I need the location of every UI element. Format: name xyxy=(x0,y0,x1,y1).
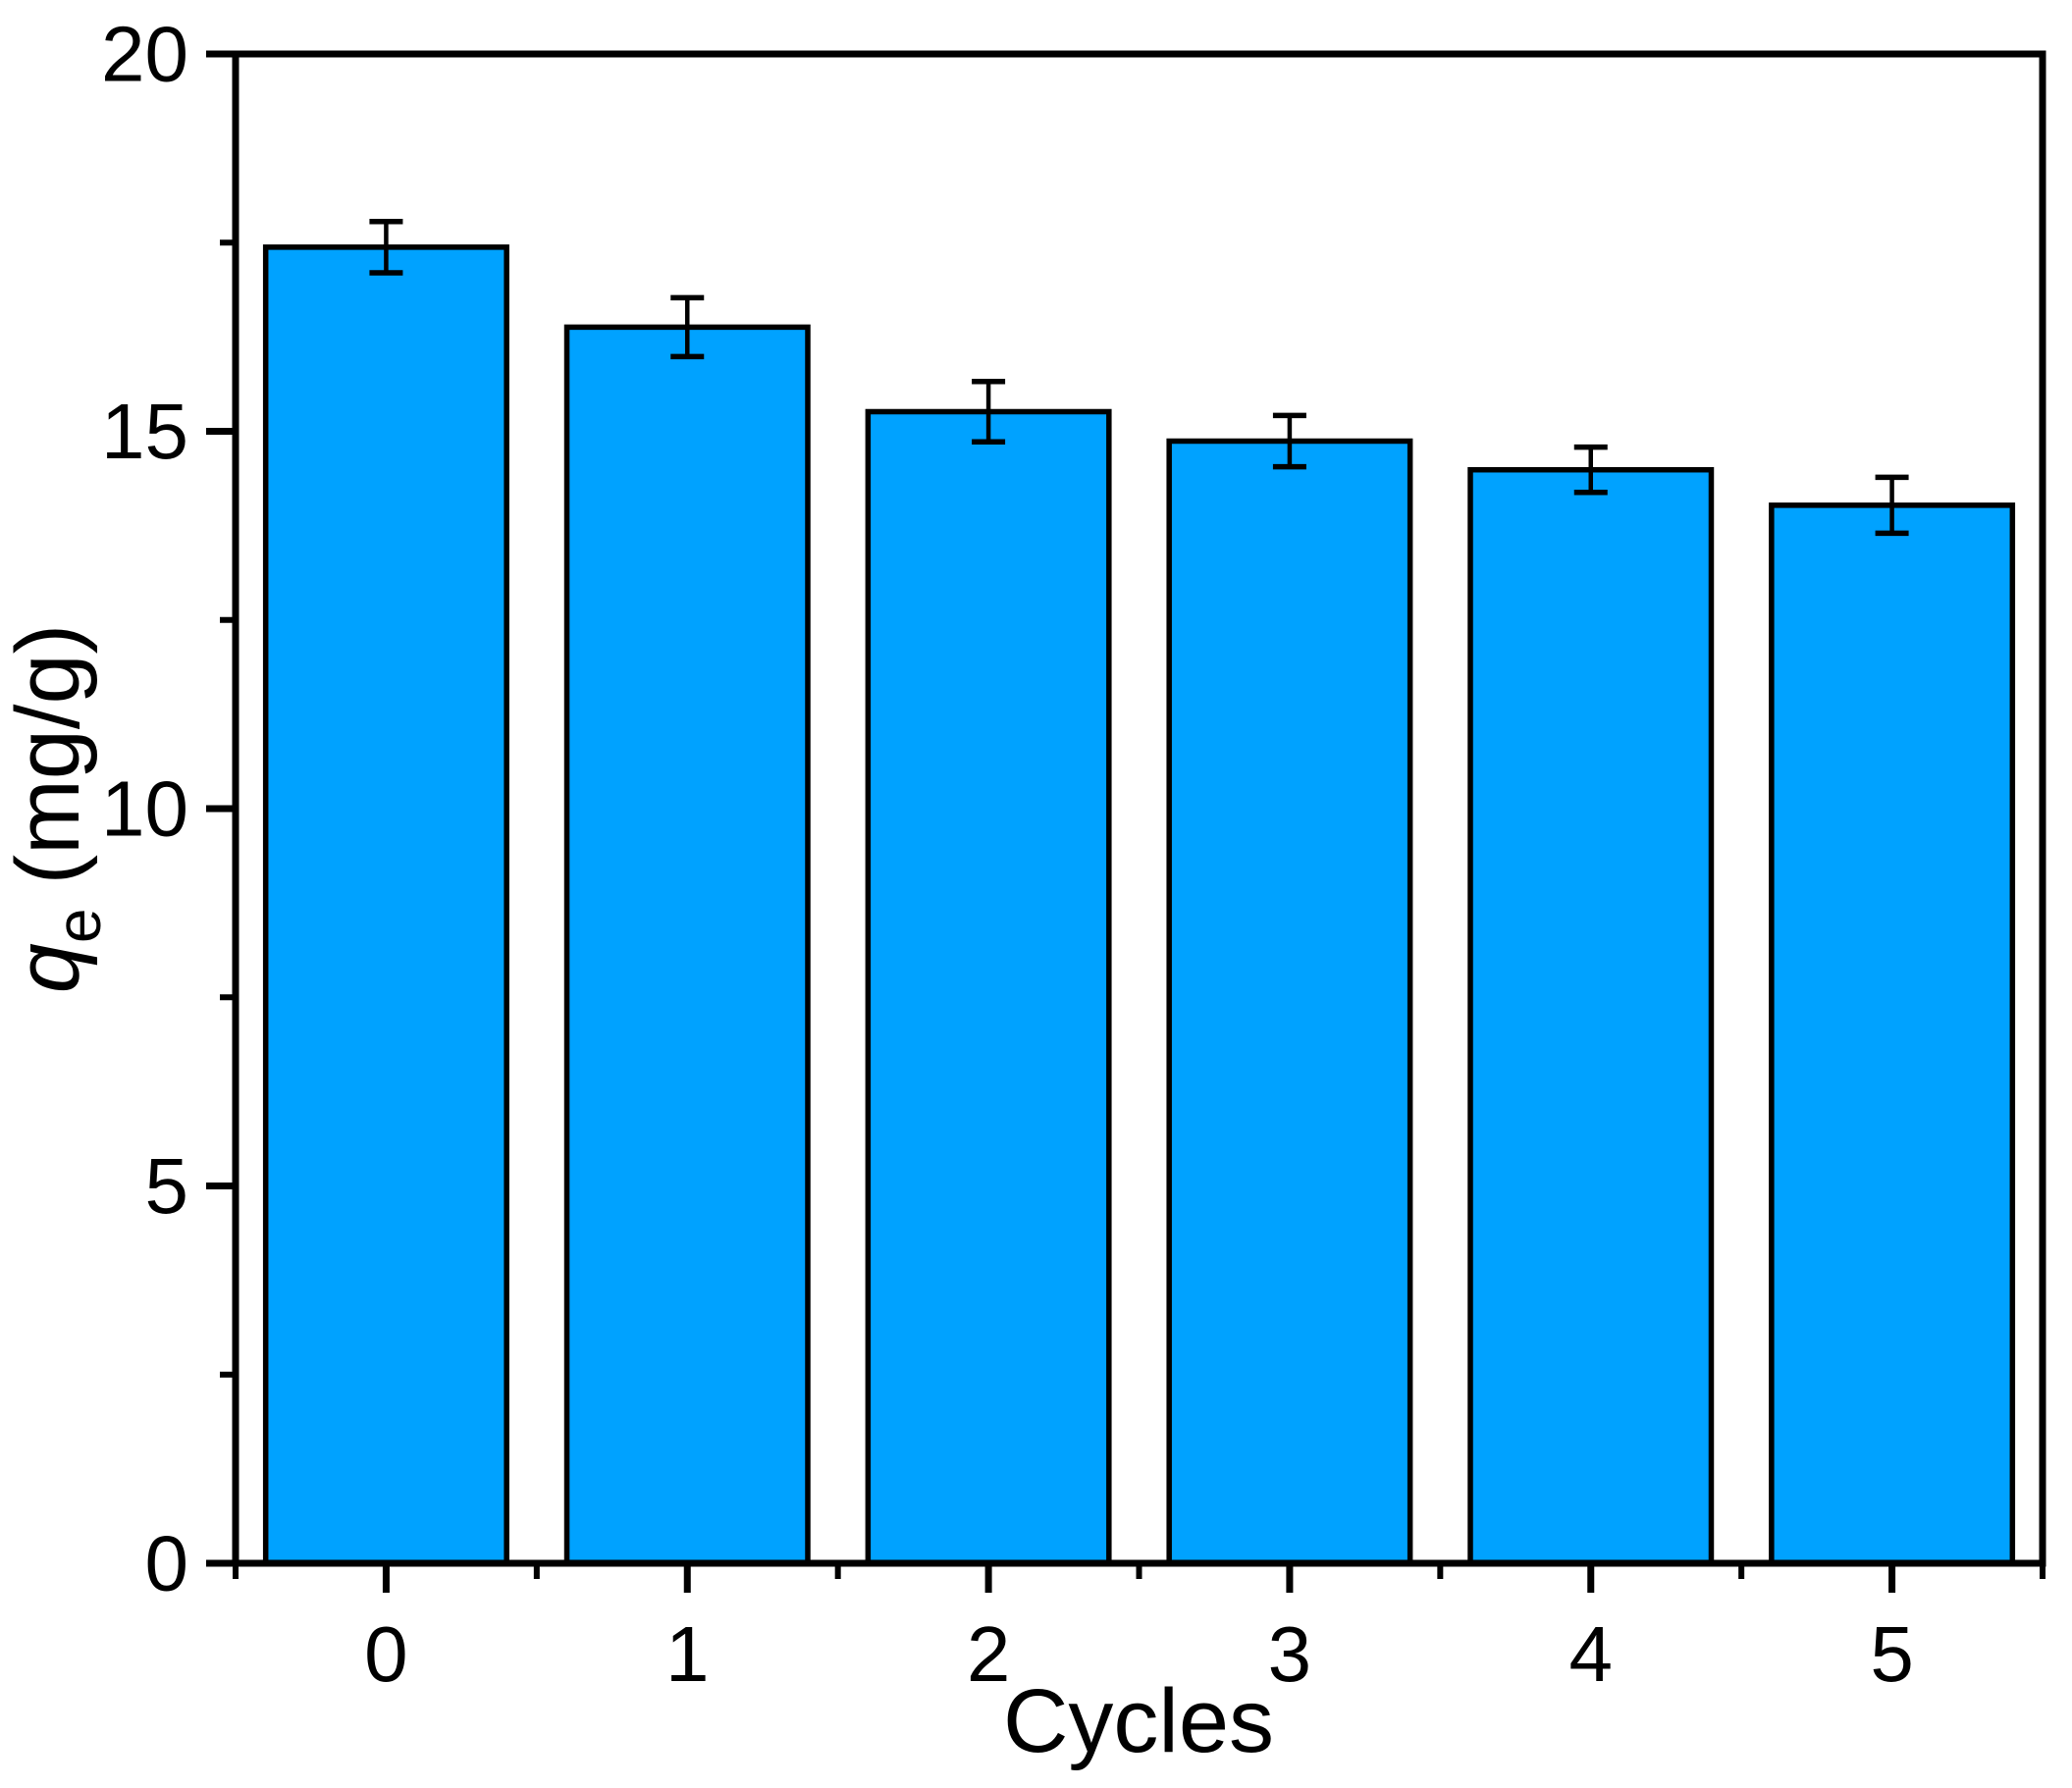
y-tick-label-10: 10 xyxy=(101,765,188,853)
bar-cycle-1 xyxy=(563,324,811,1566)
x-tick-label-0: 0 xyxy=(364,1610,408,1698)
bar-cycle-2 xyxy=(865,408,1112,1566)
bars-layer xyxy=(262,244,2016,1566)
bar-cycle-5 xyxy=(1769,502,2016,1566)
bar-cycle-4 xyxy=(1467,466,1715,1566)
bar-cycle-0 xyxy=(262,244,509,1566)
x-tick-label-1: 1 xyxy=(665,1610,710,1698)
y-tick-label-15: 15 xyxy=(101,388,188,475)
y-axis-title-subscript: e xyxy=(43,909,114,944)
axis-ticks-layer xyxy=(206,50,2045,1593)
y-axis-title-variable: q xyxy=(0,943,98,993)
axis-tick-labels-layer: 0 5 10 15 20 0 1 2 3 4 5 xyxy=(101,11,1914,1699)
bar-cycle-3 xyxy=(1166,438,1413,1566)
x-tick-label-2: 2 xyxy=(967,1610,1011,1698)
plot-frame xyxy=(232,50,2046,1567)
x-tick-label-4: 4 xyxy=(1569,1610,1614,1698)
x-axis-title: Cycles xyxy=(1003,1671,1274,1771)
y-tick-label-20: 20 xyxy=(101,11,188,98)
y-tick-label-0: 0 xyxy=(145,1520,189,1607)
x-tick-label-5: 5 xyxy=(1870,1610,1914,1698)
y-axis-title-units: (mg/g) xyxy=(0,624,98,885)
errorbars-layer xyxy=(369,218,1909,537)
y-tick-label-5: 5 xyxy=(145,1142,189,1230)
y-axis-title: qe (mg/g) xyxy=(0,624,114,994)
x-tick-label-3: 3 xyxy=(1268,1610,1312,1698)
